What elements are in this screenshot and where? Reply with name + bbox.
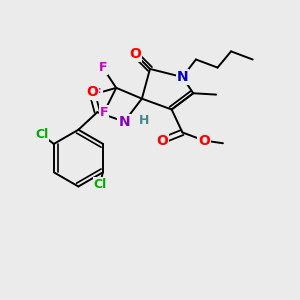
Text: N: N (118, 115, 130, 129)
Text: F: F (93, 87, 102, 100)
Text: Cl: Cl (35, 128, 48, 141)
Text: O: O (156, 134, 168, 148)
Text: N: N (177, 70, 188, 84)
Text: Cl: Cl (94, 178, 107, 191)
Text: O: O (129, 47, 141, 61)
Text: F: F (100, 106, 108, 119)
Text: H: H (139, 114, 150, 127)
Text: O: O (198, 134, 210, 148)
Text: F: F (98, 61, 107, 74)
Text: O: O (86, 85, 98, 99)
